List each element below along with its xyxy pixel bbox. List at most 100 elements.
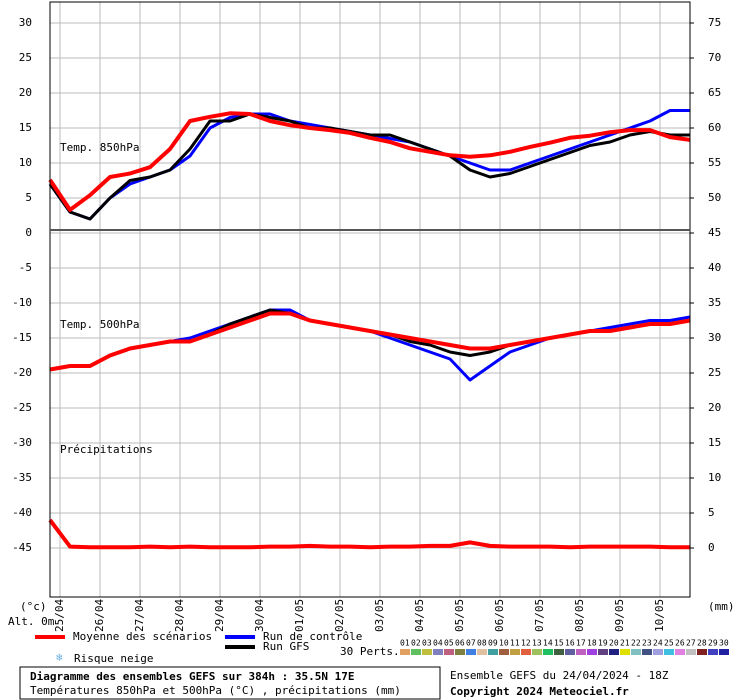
x-tick-label: 30/04 bbox=[253, 599, 266, 632]
perturbation-label: 06 bbox=[455, 639, 465, 648]
perturbation-label: 08 bbox=[477, 639, 487, 648]
perturbation-swatch bbox=[554, 649, 564, 655]
y2-tick-label: 45 bbox=[708, 226, 721, 239]
perturbation-swatch bbox=[499, 649, 509, 655]
y2-tick-label: 55 bbox=[708, 156, 721, 169]
y-tick-label: 25 bbox=[19, 51, 32, 64]
y-tick-label: 0 bbox=[25, 226, 32, 239]
x-tick-label: 06/05 bbox=[493, 599, 506, 632]
perturbation-swatch bbox=[675, 649, 685, 655]
x-tick-label: 27/04 bbox=[133, 599, 146, 632]
y2-tick-label: 40 bbox=[708, 261, 721, 274]
snow-label: Risque neige bbox=[74, 652, 153, 665]
panel-label: Précipitations bbox=[60, 443, 153, 456]
series-line bbox=[48, 111, 691, 212]
y-tick-label: 30 bbox=[19, 16, 32, 29]
series-line bbox=[49, 311, 691, 372]
plot-frame bbox=[49, 1, 691, 598]
x-tick-label: 10/05 bbox=[653, 599, 666, 632]
x-tick-label: 25/04 bbox=[53, 599, 66, 632]
perturbation-label: 20 bbox=[609, 639, 619, 648]
perturbation-swatch bbox=[620, 649, 630, 655]
y-tick-label: 15 bbox=[19, 121, 32, 134]
perturbation-swatch bbox=[543, 649, 553, 655]
y-tick-label: -5 bbox=[19, 261, 32, 274]
y2-tick-label: 65 bbox=[708, 86, 721, 99]
perturbation-swatch bbox=[664, 649, 674, 655]
perturbation-swatch bbox=[510, 649, 520, 655]
perturbation-swatch bbox=[521, 649, 531, 655]
perturbation-swatch bbox=[697, 649, 707, 655]
perturbation-label: 16 bbox=[565, 639, 575, 648]
perturbation-swatch bbox=[400, 649, 410, 655]
plot-area bbox=[48, 2, 691, 597]
x-tick-label: 09/05 bbox=[613, 599, 626, 632]
x-tick-label: 05/05 bbox=[453, 599, 466, 632]
perturbation-swatch bbox=[642, 649, 652, 655]
title: Diagramme des ensembles GEFS sur 384h : … bbox=[30, 670, 355, 683]
perturbation-swatch bbox=[422, 649, 432, 655]
perturbation-swatch bbox=[719, 649, 729, 655]
series-line bbox=[48, 518, 690, 550]
y-tick-label: 5 bbox=[25, 191, 32, 204]
perturbation-label: 03 bbox=[422, 639, 432, 648]
perturbation-label: 07 bbox=[466, 639, 476, 648]
y2-tick-label: 0 bbox=[708, 541, 715, 554]
y2-tick-label: 50 bbox=[708, 191, 721, 204]
subtitle: Températures 850hPa et 500hPa (°C) , pré… bbox=[30, 684, 401, 697]
series-line bbox=[48, 112, 690, 221]
perturbation-label: 21 bbox=[620, 639, 630, 648]
y2-tick-label: 15 bbox=[708, 436, 721, 449]
perturbation-swatch bbox=[455, 649, 465, 655]
snow-icon: ❄ bbox=[56, 651, 63, 664]
perturbation-swatch bbox=[653, 649, 663, 655]
perturbation-swatch bbox=[433, 649, 443, 655]
perturbation-label: 18 bbox=[587, 639, 597, 648]
y-tick-label: -45 bbox=[12, 541, 32, 554]
y2-unit: (mm) bbox=[708, 600, 735, 613]
y2-tick-label: 5 bbox=[708, 506, 715, 519]
x-tick-label: 04/05 bbox=[413, 599, 426, 632]
perturbation-label: 05 bbox=[444, 639, 454, 648]
perturbation-label: 30 bbox=[719, 639, 729, 648]
perturbation-label: 04 bbox=[433, 639, 443, 648]
x-tick-label: 28/04 bbox=[173, 599, 186, 632]
y-tick-label: -10 bbox=[12, 296, 32, 309]
y2-tick-label: 75 bbox=[708, 16, 721, 29]
perturbation-label: 22 bbox=[631, 639, 641, 648]
y-unit: (°c) bbox=[20, 600, 47, 613]
y-tick-label: 20 bbox=[19, 86, 32, 99]
perturbation-label: 12 bbox=[521, 639, 531, 648]
legend-label: Moyenne des scénarios bbox=[73, 630, 212, 643]
perturbation-label: 15 bbox=[554, 639, 564, 648]
perturbation-label: 19 bbox=[598, 639, 608, 648]
x-tick-label: 01/05 bbox=[293, 599, 306, 632]
perturbation-label: 23 bbox=[642, 639, 652, 648]
y-tick-label: -20 bbox=[12, 366, 32, 379]
perturbation-swatch bbox=[532, 649, 542, 655]
perturbation-label: 27 bbox=[686, 639, 696, 648]
perturbation-swatch bbox=[686, 649, 696, 655]
x-tick-label: 02/05 bbox=[333, 599, 346, 632]
perturbation-label: 17 bbox=[576, 639, 586, 648]
perturbation-label: 25 bbox=[664, 639, 674, 648]
y-tick-label: -35 bbox=[12, 471, 32, 484]
copyright: Copyright 2024 Meteociel.fr bbox=[450, 685, 629, 698]
y2-tick-label: 60 bbox=[708, 121, 721, 134]
y2-tick-label: 25 bbox=[708, 366, 721, 379]
y2-tick-label: 35 bbox=[708, 296, 721, 309]
perturbation-swatch bbox=[708, 649, 718, 655]
perturbation-label: 01 bbox=[400, 639, 410, 648]
panel-label: Temp. 850hPa bbox=[60, 141, 139, 154]
perturbation-swatch bbox=[631, 649, 641, 655]
run-label: Ensemble GEFS du 24/04/2024 - 18Z bbox=[450, 669, 669, 682]
perturbation-label: 14 bbox=[543, 639, 553, 648]
perturbation-swatch bbox=[444, 649, 454, 655]
perturbation-label: 13 bbox=[532, 639, 542, 648]
y2-tick-label: 30 bbox=[708, 331, 721, 344]
legend-label: Run de contrôle bbox=[263, 630, 362, 643]
y2-tick-label: 10 bbox=[708, 471, 721, 484]
y-tick-label: -40 bbox=[12, 506, 32, 519]
perturbation-label: 29 bbox=[708, 639, 718, 648]
